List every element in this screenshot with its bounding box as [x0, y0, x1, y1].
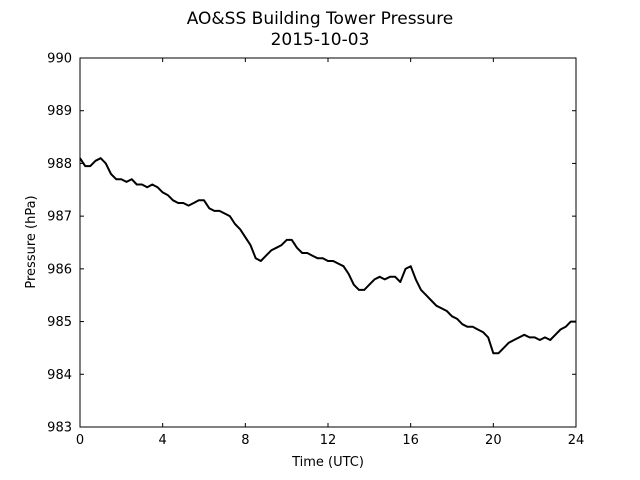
- y-tick-label: 990: [47, 52, 72, 67]
- x-axis-label: Time (UTC): [291, 455, 364, 470]
- y-axis: 983 984 985 986 987 988 989 990: [47, 52, 576, 436]
- x-axis: 0 4 8 12 16 20 24: [76, 58, 584, 448]
- chart-subtitle: 2015-10-03: [271, 30, 370, 50]
- y-tick-label: 983: [47, 421, 72, 436]
- y-tick-label: 988: [47, 157, 72, 172]
- x-tick-label: 24: [568, 433, 585, 448]
- x-tick-label: 4: [159, 433, 167, 448]
- x-tick-label: 16: [402, 433, 419, 448]
- y-tick-label: 985: [47, 315, 72, 330]
- plot-frame: [79, 57, 577, 428]
- x-tick-label: 8: [241, 433, 249, 448]
- x-tick-label: 20: [485, 433, 502, 448]
- y-tick-label: 984: [47, 368, 72, 383]
- y-tick-label: 989: [47, 104, 72, 119]
- series-line-pressure: [79, 157, 576, 355]
- x-tick-label: 0: [76, 433, 84, 448]
- x-tick-label: 12: [320, 433, 337, 448]
- chart-title: AO&SS Building Tower Pressure: [187, 9, 454, 29]
- plot-area: 0 4 8 12 16 20 24 983 984 985 986 987 988 989 990: [47, 52, 584, 449]
- y-tick-label: 986: [47, 262, 72, 277]
- y-tick-label: 987: [47, 210, 72, 225]
- y-axis-label: Pressure (hPa): [24, 195, 39, 288]
